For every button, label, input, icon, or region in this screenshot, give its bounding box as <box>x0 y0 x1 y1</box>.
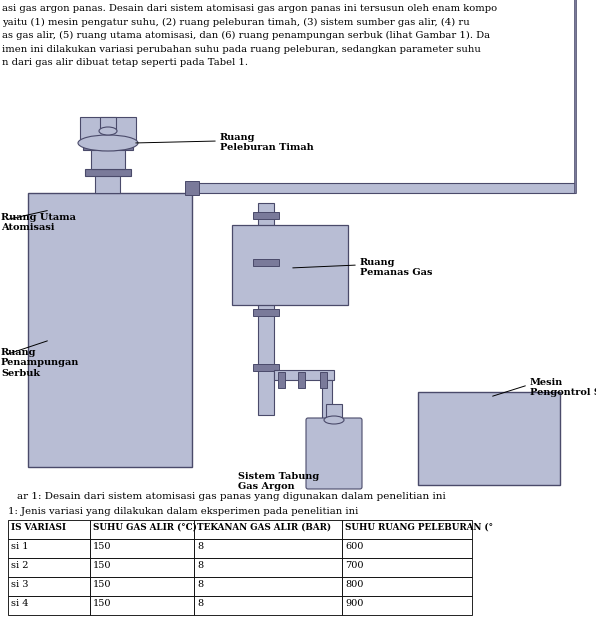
Bar <box>90 577 194 596</box>
Text: 900: 900 <box>345 599 364 608</box>
Bar <box>8 596 90 615</box>
Text: Ruang
Peleburan Timah: Ruang Peleburan Timah <box>220 133 313 152</box>
Bar <box>278 372 285 388</box>
Ellipse shape <box>324 416 344 424</box>
Text: yaitu (1) mesin pengatur suhu, (2) ruang peleburan timah, (3) sistem sumber gas : yaitu (1) mesin pengatur suhu, (2) ruang… <box>2 18 470 26</box>
Text: asi gas argon panas. Desain dari sistem atomisasi gas argon panas ini tersusun o: asi gas argon panas. Desain dari sistem … <box>2 4 497 13</box>
Bar <box>90 596 194 615</box>
Ellipse shape <box>78 135 138 151</box>
Bar <box>28 193 192 467</box>
Bar <box>192 183 575 193</box>
Bar <box>185 181 199 195</box>
Text: 150: 150 <box>93 542 111 551</box>
Bar <box>253 309 279 316</box>
Bar <box>326 404 342 420</box>
Bar <box>342 558 472 577</box>
Bar <box>90 539 194 558</box>
Bar <box>574 0 576 193</box>
Bar <box>253 364 279 371</box>
Text: 8: 8 <box>197 561 203 570</box>
Text: Sistem Tabung
Gas Argon: Sistem Tabung Gas Argon <box>238 472 319 491</box>
Bar <box>100 117 116 131</box>
Ellipse shape <box>99 127 117 135</box>
Bar <box>342 577 472 596</box>
Text: n dari gas alir dibuat tetap seperti pada Tabel 1.: n dari gas alir dibuat tetap seperti pad… <box>2 58 248 67</box>
Bar <box>8 520 90 539</box>
Text: Mesin
Pengontrol Suhu: Mesin Pengontrol Suhu <box>530 378 596 398</box>
Text: Ruang Utama
Atomisasi: Ruang Utama Atomisasi <box>1 213 76 232</box>
Bar <box>85 169 131 176</box>
Bar <box>342 520 472 539</box>
Text: 150: 150 <box>93 599 111 608</box>
Bar <box>342 539 472 558</box>
Bar <box>322 380 332 420</box>
Bar <box>8 558 90 577</box>
Bar <box>194 520 342 539</box>
Text: 8: 8 <box>197 542 203 551</box>
Text: IS VARIASI: IS VARIASI <box>11 523 66 532</box>
Bar <box>194 539 342 558</box>
Bar <box>253 259 279 266</box>
Text: si 1: si 1 <box>11 542 29 551</box>
Bar <box>91 149 125 169</box>
Text: imen ini dilakukan variasi perubahan suhu pada ruang peleburan, sedangkan parame: imen ini dilakukan variasi perubahan suh… <box>2 45 481 53</box>
Bar <box>274 370 334 380</box>
Text: 8: 8 <box>197 599 203 608</box>
Text: si 2: si 2 <box>11 561 29 570</box>
Bar <box>194 596 342 615</box>
FancyBboxPatch shape <box>306 418 362 489</box>
Bar <box>90 520 194 539</box>
Text: SUHU RUANG PELEBURAN (°: SUHU RUANG PELEBURAN (° <box>345 523 493 532</box>
Text: 1: Jenis variasi yang dilakukan dalam eksperimen pada penelitian ini: 1: Jenis variasi yang dilakukan dalam ek… <box>8 507 358 516</box>
Text: 150: 150 <box>93 580 111 589</box>
Text: ar 1: Desain dari sistem atomisasi gas panas yang digunakan dalam penelitian ini: ar 1: Desain dari sistem atomisasi gas p… <box>17 492 446 501</box>
Bar <box>298 372 305 388</box>
Text: 600: 600 <box>345 542 364 551</box>
Bar <box>8 539 90 558</box>
Bar <box>342 596 472 615</box>
Bar <box>194 558 342 577</box>
Bar <box>80 117 136 143</box>
Text: 700: 700 <box>345 561 364 570</box>
Text: 800: 800 <box>345 580 364 589</box>
Text: TEKANAN GAS ALIR (BAR): TEKANAN GAS ALIR (BAR) <box>197 523 331 532</box>
Text: as gas alir, (5) ruang utama atomisasi, dan (6) ruang penampungan serbuk (lihat : as gas alir, (5) ruang utama atomisasi, … <box>2 31 490 40</box>
Bar <box>320 372 327 388</box>
Bar <box>95 175 120 193</box>
Text: 8: 8 <box>197 580 203 589</box>
Text: 150: 150 <box>93 561 111 570</box>
Bar <box>8 577 90 596</box>
Bar <box>418 392 560 485</box>
Text: si 3: si 3 <box>11 580 29 589</box>
Bar <box>83 143 133 150</box>
Text: si 4: si 4 <box>11 599 29 608</box>
Text: Ruang
Penampungan
Serbuk: Ruang Penampungan Serbuk <box>1 348 79 378</box>
Text: Ruang
Pemanas Gas: Ruang Pemanas Gas <box>360 258 433 277</box>
Text: SUHU GAS ALIR (°C): SUHU GAS ALIR (°C) <box>93 523 197 532</box>
Bar <box>90 558 194 577</box>
Bar <box>258 203 274 415</box>
Bar <box>194 577 342 596</box>
Bar <box>232 225 348 305</box>
Bar <box>253 212 279 219</box>
